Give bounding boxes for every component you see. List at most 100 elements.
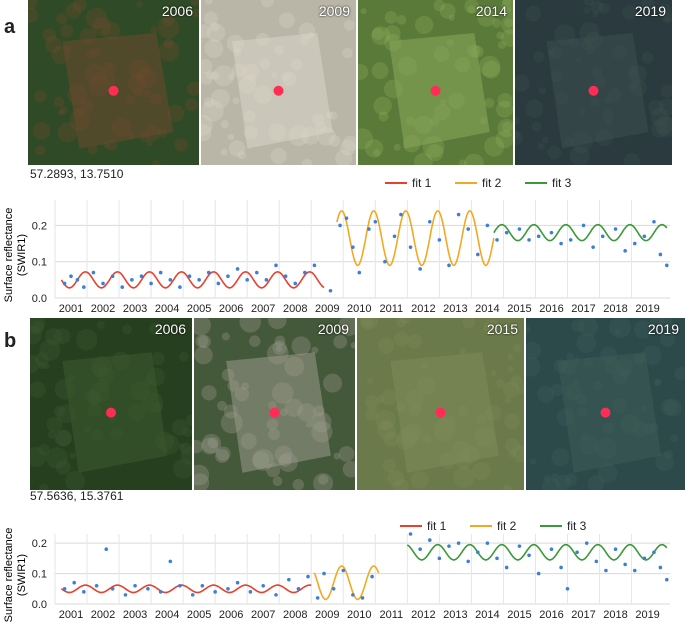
observation-point [527,238,531,242]
observation-point [357,270,362,275]
observation-point [536,571,541,576]
aerial-photo-2009: 2009 [201,0,356,165]
observation-point [664,577,669,582]
observation-point [82,590,86,594]
y-tick-label: 0.2 [32,538,47,550]
observation-point [427,538,432,542]
x-tick-label: 2012 [411,609,435,621]
observation-point [495,556,499,561]
aerial-photo-2019: 2019 [526,318,685,490]
observation-point [235,580,240,585]
observation-point [206,270,211,275]
x-tick-label: 2014 [475,609,499,621]
observation-point [130,278,134,282]
observation-point [296,586,301,591]
photo-year-label: 2015 [486,321,518,337]
observation-point [485,541,490,545]
observation-point [466,227,471,231]
observation-point [584,541,589,545]
observation-point [248,590,253,594]
x-tick-label: 2014 [475,303,499,315]
aerial-photo-2014: 2014 [358,0,513,165]
coordinates-b: 57.5636, 15.3761 [30,489,124,503]
observation-point [312,263,317,268]
x-tick-label: 2018 [603,609,627,621]
observation-point [373,219,378,224]
observation-point [351,593,355,597]
observation-point [322,571,326,576]
observation-point [565,586,570,591]
observation-point [75,278,80,282]
panel-label-b: b [4,330,17,352]
observation-point [139,274,144,279]
photo-year-label: 2006 [154,321,186,337]
x-tick-label: 2003 [123,609,147,621]
x-tick-label: 2019 [635,609,659,621]
legend-label: fit 2 [497,519,517,533]
observation-point [594,559,599,564]
observation-point [658,565,663,570]
fit-line-fit-1 [60,584,312,594]
fit-line-fit-1 [60,271,325,289]
x-tick-label: 2007 [251,609,275,621]
observation-point [187,274,192,279]
observation-point [338,223,342,228]
observation-point [331,586,336,591]
x-tick-label: 2009 [315,303,339,315]
x-tick-label: 2003 [123,303,147,315]
observation-point [536,234,541,239]
observation-point [418,547,422,552]
observation-point [149,281,153,286]
observation-point [62,281,67,286]
legend-label: fit 1 [427,519,447,533]
sample-point-marker [273,85,284,96]
y-tick-label: 0.1 [32,569,47,581]
observation-point [91,270,96,275]
legend-label: fit 2 [482,176,502,190]
photo-year-label: 2019 [634,3,666,19]
observation-point [178,285,182,289]
observation-point [245,278,249,282]
observation-point [476,252,480,257]
observation-point [261,583,266,588]
observation-point [504,565,509,570]
observation-point [447,263,451,268]
sample-point-marker [588,85,599,96]
observation-point [581,223,586,228]
x-tick-label: 2006 [219,609,243,621]
observation-point [287,577,291,582]
observation-point [82,285,86,289]
x-tick-label: 2007 [251,303,275,315]
fit-line-fit-3 [406,543,668,561]
observation-point [62,586,67,591]
observation-point [427,219,432,224]
observation-point [213,590,217,594]
legend-label: fit 1 [412,176,432,190]
x-tick-label: 2002 [91,303,115,315]
fit-line-fit-2 [336,210,495,267]
observation-point [495,238,499,242]
y-tick-label: 0.1 [32,257,47,269]
observation-point [549,230,554,235]
observation-point [613,227,618,231]
observation-point [623,249,627,253]
x-tick-label: 2015 [507,303,531,315]
x-tick-label: 2011 [380,303,404,315]
observation-point [226,274,230,279]
observation-point [328,288,333,293]
observation-point [517,544,522,548]
observation-point [94,583,99,588]
reflectance-chart-b: 0.0 0.1 0.2 2001 2002 2003 2004 2005 2006 2007 200… [3,519,670,623]
photo-year-label: 2006 [161,3,193,19]
aerial-photo-2009: 2009 [194,318,355,490]
observation-point [658,252,663,257]
x-tick-label: 2004 [155,303,179,315]
sample-point-marker [106,407,116,418]
y-axis-title: Surface reflectance(SWIR1) [3,528,28,623]
observation-point [575,550,579,555]
observation-point [527,553,531,558]
observation-point [216,281,221,286]
observation-point [632,568,637,573]
x-tick-label: 2017 [571,303,595,315]
observation-point [456,212,461,217]
